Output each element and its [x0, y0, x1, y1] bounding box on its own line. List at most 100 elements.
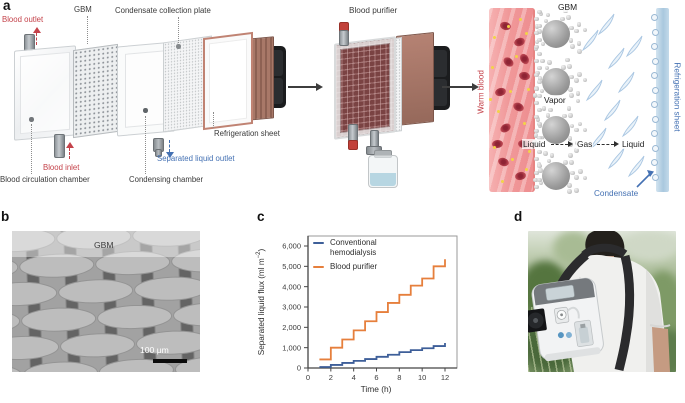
condensate-label: Condensate	[594, 189, 639, 198]
vapor-bead	[567, 136, 573, 141]
condensate-droplet	[650, 101, 658, 108]
condensate-droplet	[652, 86, 659, 94]
solute-dot	[519, 18, 522, 21]
svg-text:1,000: 1,000	[282, 343, 301, 352]
legend-marker-blood-purifier	[313, 265, 324, 268]
vapor-bead	[537, 76, 543, 81]
flow-arrow-icon	[442, 86, 472, 88]
leader-line	[87, 16, 88, 44]
refrigeration-sheet-vertical-label: Refrigeration sheet	[672, 62, 682, 132]
condensate-droplet	[652, 57, 659, 65]
separated-liquid-outlet-label: Separated liquid outlet	[157, 154, 235, 163]
vapor-bead	[541, 105, 547, 111]
scale-bar	[153, 359, 187, 363]
leader-line	[145, 116, 146, 174]
svg-text:2: 2	[329, 373, 333, 382]
liquid-right-label: Liquid	[621, 139, 646, 149]
vapor-bead	[560, 16, 565, 22]
legend-item-conventional: Conventional hemodialysis	[313, 238, 408, 258]
vapor-bead	[532, 93, 538, 98]
liquid-outlet-nozzle-graphic	[155, 149, 162, 157]
solute-dot	[501, 180, 504, 183]
vapor-bead	[574, 127, 579, 133]
vapor-bead	[565, 57, 570, 63]
vapor-bead	[561, 64, 566, 70]
chart-plot: 0 1,000 2,000 3,000 4,000 5,000 6,000 0 2 4 6 8 10 12	[282, 235, 458, 382]
svg-text:4,000: 4,000	[282, 282, 301, 291]
vapor-bead	[534, 170, 539, 176]
vapor-bead	[538, 168, 543, 173]
solute-dot	[493, 36, 496, 39]
vapor-bead	[568, 113, 573, 118]
warm-blood-label: Warm blood	[476, 70, 486, 114]
vapor-bead	[546, 60, 552, 65]
condensate-droplet	[650, 72, 658, 79]
vapor-label: Vapor	[543, 95, 567, 105]
vapor-bead	[569, 160, 574, 165]
vapor-bead	[568, 25, 574, 31]
vapor-bead	[537, 149, 542, 155]
gbm-membrane-graphic	[73, 43, 118, 139]
solute-dot	[491, 66, 494, 69]
vapor-bead	[537, 135, 542, 141]
vapor-bead	[537, 29, 542, 34]
panel-d-label: d	[514, 209, 523, 224]
vapor-bead	[534, 114, 539, 120]
vapor-bead	[567, 153, 573, 158]
solute-dot	[493, 146, 496, 149]
vapor-bead	[569, 170, 575, 176]
svg-text:10: 10	[418, 373, 426, 382]
chart-panel: 0 1,000 2,000 3,000 4,000 5,000 6,000 0 2 4 6 8 10 12…	[250, 213, 485, 403]
legend-item-blood-purifier: Blood purifier	[313, 262, 408, 272]
solute-dot	[509, 90, 512, 93]
vapor-bead	[534, 30, 539, 36]
vapor-bead	[575, 91, 581, 96]
solute-dot	[523, 122, 526, 125]
vapor-bead	[537, 37, 542, 43]
phase-arrowhead-icon	[614, 141, 619, 147]
vapor-bead	[582, 175, 588, 181]
svg-text:8: 8	[397, 373, 401, 382]
vapor-bead	[535, 117, 541, 122]
flow-arrow-icon	[288, 86, 316, 88]
gas-label: Gas	[576, 139, 594, 149]
vapor-bead	[537, 93, 542, 99]
phase-arrow-icon	[597, 144, 614, 145]
phase-arrow-icon	[551, 144, 568, 145]
condensate-droplet	[650, 43, 658, 50]
condensate-droplet	[652, 144, 659, 152]
vapor-bead	[534, 16, 539, 22]
vapor-bead	[577, 121, 583, 127]
separated-liquid-arrowhead-icon	[165, 152, 174, 158]
vapor-bead	[545, 113, 551, 118]
vapor-bead	[537, 107, 542, 113]
separated-liquid-arrow-icon	[169, 140, 170, 152]
svg-text:6: 6	[374, 373, 378, 382]
vapor-bead	[574, 78, 579, 83]
solute-dot	[525, 32, 528, 35]
liquid-left-label: Liquid	[522, 139, 547, 149]
vapor-bead	[534, 23, 540, 29]
vapor-bead	[537, 9, 542, 15]
vapor-bead	[562, 113, 567, 119]
vapor-bead	[569, 74, 574, 80]
svg-text:2,000: 2,000	[282, 323, 301, 332]
vapor-bead	[533, 133, 539, 138]
chart-legend: Conventional hemodialysis Blood purifier	[313, 238, 408, 275]
svg-text:0: 0	[306, 373, 310, 382]
blood-purifier-label: Blood purifier	[349, 6, 398, 15]
sky-blob	[623, 231, 676, 261]
vapor-bead	[567, 183, 572, 188]
gbm-fiber-sphere	[542, 68, 570, 96]
vapor-bead	[582, 77, 588, 83]
sem-top-band	[12, 231, 200, 257]
backpack-device-graphic	[528, 277, 604, 362]
blood-outlet-arrowhead-icon	[32, 27, 41, 33]
panel-b-label: b	[1, 209, 10, 224]
vapor-bead	[567, 189, 572, 194]
gbm-fiber-sphere	[542, 20, 570, 48]
solute-dot	[527, 88, 530, 91]
leader-anchor-dot	[29, 117, 34, 122]
vapor-bead	[568, 38, 574, 43]
blood-outlet-label: Blood outlet	[2, 15, 44, 24]
